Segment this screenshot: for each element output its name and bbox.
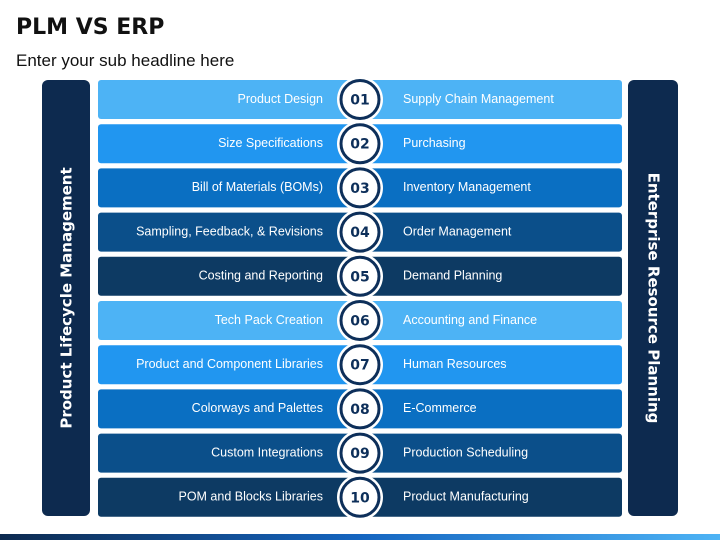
number-circle (339, 300, 381, 341)
erp-item: Demand Planning (403, 269, 502, 283)
plm-item: Costing and Reporting (199, 269, 323, 283)
row-number: 01 (350, 93, 369, 109)
plm-item: Size Specifications (218, 136, 323, 150)
erp-item: Product Manufacturing (403, 490, 529, 504)
erp-item: Human Resources (403, 357, 507, 371)
number-circle (339, 388, 381, 430)
footer-strip (0, 534, 720, 540)
plm-item: Product and Component Libraries (136, 357, 323, 371)
row-number: 02 (350, 137, 369, 153)
number-circle (339, 432, 381, 474)
erp-item: Supply Chain Management (403, 92, 554, 106)
left-label: Product Lifecycle Management (58, 167, 76, 428)
number-circle (339, 123, 381, 165)
rows: Product Design Supply Chain Management 01 S… (98, 76, 622, 521)
erp-item: Production Scheduling (403, 445, 528, 459)
title: PLM VS ERP (16, 15, 164, 40)
plm-item: Tech Pack Creation (215, 313, 323, 327)
subtitle: Enter your sub headline here (16, 51, 234, 70)
erp-item: Order Management (403, 224, 512, 238)
right-label: Enterprise Resource Planning (645, 173, 663, 424)
number-circle (339, 211, 381, 253)
number-circle (339, 79, 381, 120)
row-number: 08 (350, 402, 369, 418)
plm-item: Product Design (238, 92, 324, 106)
plm-item: Bill of Materials (BOMs) (192, 180, 323, 194)
plm-item: POM and Blocks Libraries (178, 490, 323, 504)
plm-item: Colorways and Palettes (192, 401, 323, 415)
row-number: 03 (350, 181, 369, 197)
plm-item: Custom Integrations (211, 445, 323, 459)
erp-item: E-Commerce (403, 401, 477, 415)
number-circle (339, 255, 381, 297)
erp-item: Inventory Management (403, 180, 531, 194)
plm-item: Sampling, Feedback, & Revisions (136, 224, 323, 238)
row-number: 04 (350, 225, 370, 241)
row-number: 06 (350, 314, 369, 330)
row-number: 10 (350, 490, 370, 506)
erp-item: Purchasing (403, 136, 466, 150)
row-number: 09 (350, 446, 369, 462)
row-number: 07 (350, 358, 369, 374)
right-panel (628, 80, 678, 516)
row-number: 05 (350, 269, 369, 285)
number-circle (339, 167, 381, 209)
number-circle (339, 344, 381, 386)
left-panel (42, 80, 90, 516)
number-circle (339, 476, 381, 518)
erp-item: Accounting and Finance (403, 313, 537, 327)
